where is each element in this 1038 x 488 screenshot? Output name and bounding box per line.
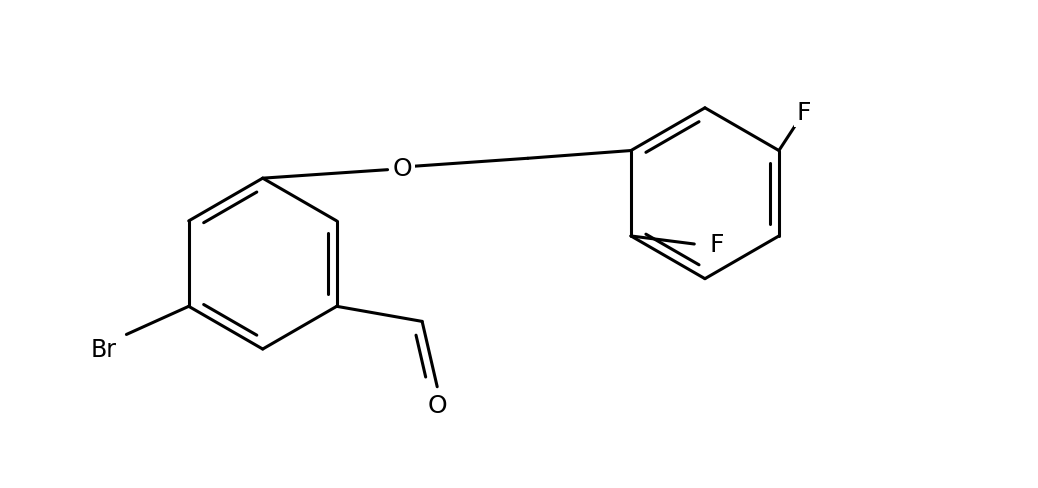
Text: O: O [392, 156, 412, 180]
Text: Br: Br [90, 337, 116, 361]
Text: F: F [797, 101, 812, 125]
Text: O: O [428, 393, 447, 417]
Text: F: F [709, 232, 723, 257]
